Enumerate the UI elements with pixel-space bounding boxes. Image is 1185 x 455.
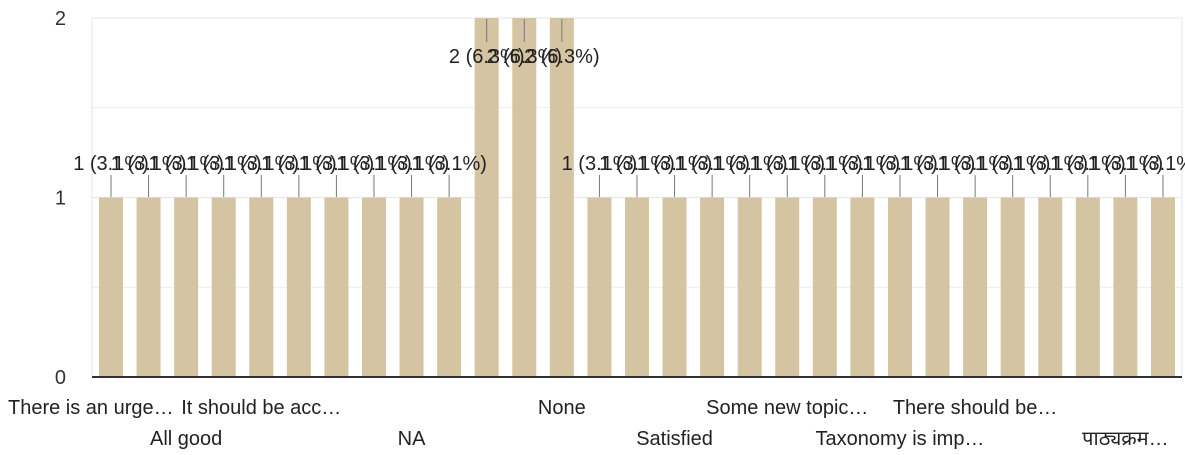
data-label: 1 (3.1%) — [674, 153, 750, 175]
bar — [437, 197, 462, 377]
bar — [700, 197, 725, 377]
x-category-label: There is an urge… — [8, 397, 174, 419]
x-category-label: None — [538, 397, 586, 419]
data-label: 1 (3.1%) — [411, 153, 487, 175]
bar — [1075, 197, 1100, 377]
x-category-label: पाठ्यक्रम… — [1082, 428, 1168, 450]
bar — [324, 197, 349, 377]
y-tick-label: 1 — [55, 188, 66, 210]
bar — [1038, 197, 1063, 377]
data-label: 1 (3.1%) — [111, 153, 187, 175]
x-category-label: All good — [150, 428, 222, 450]
bar — [286, 197, 311, 377]
data-label: 1 (3.1%) — [223, 153, 299, 175]
data-label: 1 (3.1%) — [787, 153, 863, 175]
bar — [549, 18, 574, 377]
bar — [963, 197, 988, 377]
bar — [812, 197, 837, 377]
data-label: 2 (6.3%) — [524, 46, 600, 68]
data-label: 1 (3.1%) — [261, 153, 337, 175]
bar — [1113, 197, 1138, 377]
data-label: 1 (3.1%) — [900, 153, 976, 175]
data-label: 1 (3.1%) — [975, 153, 1051, 175]
x-category-label: There should be… — [893, 397, 1058, 419]
bar — [925, 197, 950, 377]
x-category-label: It should be acc… — [181, 397, 341, 419]
data-label: 1 (3.1%) — [148, 153, 224, 175]
bar — [737, 197, 762, 377]
x-category-label: NA — [398, 428, 426, 450]
bar — [136, 197, 161, 377]
data-label: 1 (3.1%) — [862, 153, 938, 175]
data-label: 1 (3.1%) — [336, 153, 412, 175]
bar — [474, 18, 499, 377]
data-label: 1 (3.1%) — [599, 153, 675, 175]
x-category-label: Some new topic… — [706, 397, 868, 419]
data-label: 2 (6.3%) — [486, 46, 562, 68]
bar — [512, 18, 537, 377]
bar — [211, 197, 236, 377]
data-label: 1 (3.1%) — [1050, 153, 1126, 175]
data-label: 1 (3.1%) — [1125, 153, 1185, 175]
data-label: 1 (3.1%) — [299, 153, 375, 175]
bar — [1150, 197, 1175, 377]
data-label: 1 (3.1%) — [562, 153, 638, 175]
data-label: 2 (6.3%) — [449, 46, 525, 68]
data-label: 1 (3.1%) — [825, 153, 901, 175]
bar — [174, 197, 199, 377]
bar — [99, 197, 123, 377]
data-label: 1 (3.1%) — [73, 153, 149, 175]
data-label: 1 (3.1%) — [712, 153, 788, 175]
data-label: 1 (3.1%) — [749, 153, 825, 175]
data-label: 1 (3.1%) — [186, 153, 262, 175]
data-label: 1 (3.1%) — [1012, 153, 1088, 175]
data-label: 1 (3.1%) — [374, 153, 450, 175]
bar — [361, 197, 386, 377]
bar — [850, 197, 875, 377]
data-label: 1 (3.1%) — [937, 153, 1013, 175]
bar — [249, 197, 274, 377]
y-tick-label: 0 — [55, 367, 66, 389]
bar — [775, 197, 800, 377]
bar — [887, 197, 912, 377]
bar — [1000, 197, 1025, 377]
y-tick-label: 2 — [55, 8, 66, 30]
bar — [662, 197, 687, 377]
x-category-label: Satisfied — [636, 428, 713, 450]
data-label: 1 (3.1%) — [1088, 153, 1164, 175]
bar — [399, 197, 424, 377]
bar — [587, 197, 612, 377]
x-category-label: Taxonomy is imp… — [816, 428, 985, 450]
data-label: 1 (3.1%) — [637, 153, 713, 175]
bar — [624, 197, 649, 377]
